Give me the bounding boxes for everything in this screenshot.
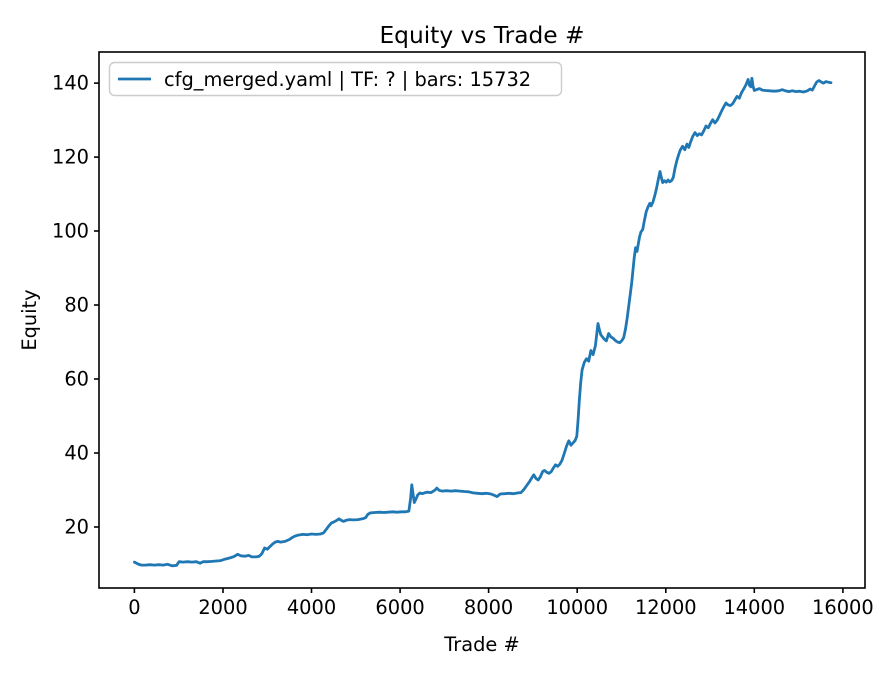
- chart-title: Equity vs Trade #: [379, 22, 584, 49]
- x-tick-label: 12000: [635, 596, 697, 619]
- x-tick-label: 6000: [375, 596, 424, 619]
- x-tick-label: 0: [128, 596, 140, 619]
- x-tick-label: 8000: [464, 596, 513, 619]
- x-tick-label: 2000: [198, 596, 247, 619]
- y-tick-label: 40: [64, 442, 89, 465]
- y-axis-label: Equity: [18, 289, 41, 350]
- x-axis-label: Trade #: [443, 633, 520, 656]
- y-tick-label: 120: [52, 146, 89, 169]
- plot-area-frame: [98, 51, 866, 589]
- x-tick-label: 14000: [723, 596, 785, 619]
- legend-entry-label: cfg_merged.yaml | TF: ? | bars: 15732: [164, 68, 531, 91]
- y-tick-label: 20: [64, 516, 89, 539]
- y-axis-ticks: 20 40 60 80 100 120 140: [52, 72, 99, 539]
- x-axis-ticks: 0 2000 4000 6000 8000 10000 12000 14000 16000: [128, 588, 874, 619]
- equity-curve-line: [132, 76, 833, 568]
- y-tick-label: 80: [64, 294, 89, 317]
- x-tick-label: 10000: [546, 596, 608, 619]
- x-tick-label: 4000: [287, 596, 336, 619]
- y-tick-label: 100: [52, 220, 89, 243]
- legend: cfg_merged.yaml | TF: ? | bars: 15732: [108, 61, 563, 97]
- y-tick-label: 140: [52, 72, 89, 95]
- x-tick-label: 16000: [812, 596, 874, 619]
- legend-box: [108, 61, 563, 97]
- y-tick-label: 60: [64, 368, 89, 391]
